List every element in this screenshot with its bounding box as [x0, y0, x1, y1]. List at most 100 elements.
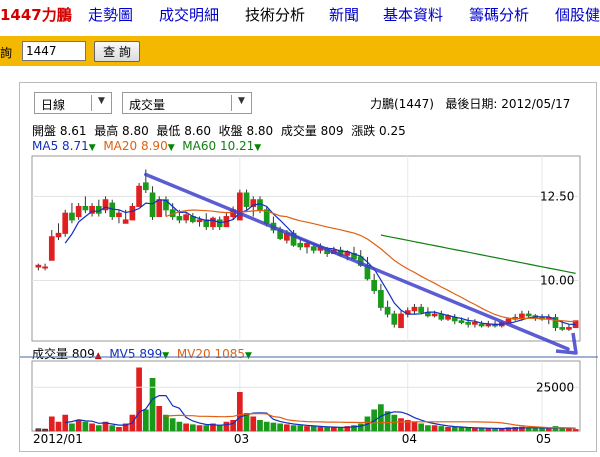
- volume-bar: [324, 427, 330, 432]
- change-value: 0.25: [379, 124, 406, 138]
- price-tick-label: 12.50: [540, 189, 574, 203]
- trend-arrow-head: [555, 332, 578, 355]
- ma5-label: MA5: [32, 139, 59, 153]
- volume-bar: [210, 423, 216, 432]
- candle-body: [250, 199, 257, 207]
- volume-bar: [257, 420, 263, 432]
- candle-body: [116, 212, 122, 218]
- candle-body: [297, 242, 304, 248]
- moving-average-legend: MA5 8.71▼ MA20 8.90▼ MA60 10.21▼: [32, 139, 261, 153]
- low-value: 8.60: [184, 124, 211, 138]
- volume-bar: [512, 427, 519, 432]
- low-label: 最低: [156, 124, 181, 138]
- last-date-label: 最後日期:: [445, 97, 498, 111]
- indicator-select-value: 成交量: [129, 98, 166, 112]
- nav-news[interactable]: 新聞: [329, 6, 360, 24]
- volume-bar: [344, 426, 351, 432]
- indicator-select[interactable]: 成交量 ▼: [122, 92, 252, 114]
- ma20-value: 8.90: [140, 139, 168, 153]
- volume-bar: [472, 427, 478, 432]
- candle-body: [384, 306, 391, 315]
- volume-bar: [142, 409, 149, 432]
- volume-bar: [95, 425, 102, 432]
- close-label: 收盤: [218, 124, 243, 138]
- candle-body: [552, 316, 559, 329]
- candle-body: [102, 199, 109, 211]
- volume-bar: [357, 423, 364, 432]
- volume-bar: [189, 424, 196, 432]
- nav-trend-chart[interactable]: 走勢圖: [88, 6, 134, 24]
- volume-bar: [572, 429, 579, 432]
- x-tick-label: 03: [234, 432, 249, 446]
- select-divider: [91, 95, 92, 111]
- x-tick-label: 05: [536, 432, 551, 446]
- ma5-line: [64, 199, 576, 326]
- volume-bar: [183, 423, 189, 432]
- volume-bar: [284, 424, 290, 432]
- volume-bar: [89, 423, 95, 432]
- candle-body: [82, 205, 89, 211]
- mv5-line: [65, 395, 576, 430]
- stock-code-input[interactable]: [22, 41, 86, 61]
- volume-bar: [445, 427, 451, 432]
- volume-bar: [169, 418, 176, 432]
- trend-arrow-line: [144, 172, 570, 351]
- nav-basic-info[interactable]: 基本資料: [383, 6, 444, 24]
- volume-bar: [136, 367, 142, 432]
- stock-name: 力鵬(1447): [370, 97, 434, 111]
- volume-bar: [310, 426, 317, 432]
- nav-stock-health[interactable]: 個股健: [555, 6, 600, 24]
- candle-body: [176, 216, 183, 221]
- candle-body: [243, 192, 250, 207]
- nav-technical-analysis[interactable]: 技術分析: [245, 6, 306, 24]
- volume-bar: [122, 423, 129, 432]
- candle-body: [505, 318, 512, 324]
- candle-body: [398, 313, 404, 329]
- volume-bar: [391, 414, 398, 432]
- open-value: 8.61: [59, 124, 87, 138]
- candle-body: [472, 322, 478, 325]
- nav-trade-details[interactable]: 成交明細: [159, 6, 220, 24]
- candle-body: [163, 199, 169, 211]
- nav-chip-analysis[interactable]: 籌碼分析: [469, 6, 530, 24]
- close-value: 8.80: [246, 124, 274, 138]
- candle-body: [156, 199, 163, 218]
- volume-plot-frame: [31, 360, 581, 432]
- volume-bar: [116, 427, 122, 432]
- query-button[interactable]: 查 詢: [94, 41, 140, 62]
- volume-bar: [478, 427, 485, 432]
- volume-bar: [431, 425, 438, 432]
- x-tick-label: 04: [402, 432, 417, 446]
- down-triangle-icon: ▼: [245, 351, 252, 361]
- volume-bar: [109, 425, 116, 432]
- volume-bar: [69, 423, 75, 432]
- volume-bar: [485, 428, 492, 432]
- select-divider: [231, 95, 232, 111]
- volume-bar: [519, 426, 525, 432]
- candle-body: [236, 192, 243, 221]
- candle-body: [378, 290, 384, 308]
- volume-bar: [539, 428, 545, 432]
- open-label: 開盤: [32, 124, 57, 138]
- volume-bar: [277, 423, 283, 432]
- volume-bar: [55, 421, 62, 432]
- search-bar: 詢 查 詢: [0, 36, 600, 66]
- candle-body: [183, 214, 189, 221]
- volume-bar: [458, 427, 465, 432]
- high-value: 8.80: [122, 124, 149, 138]
- volume-bar: [230, 420, 236, 432]
- volume-bar: [532, 427, 539, 432]
- volume-bar: [223, 421, 230, 432]
- volume-bar: [176, 421, 183, 432]
- candle-body: [216, 219, 223, 228]
- ma5-value: 8.71: [62, 139, 89, 153]
- period-select[interactable]: 日線 ▼: [34, 92, 112, 114]
- mv20-line: [165, 412, 576, 429]
- down-triangle-icon: ▼: [254, 143, 262, 153]
- x-tick-label: 2012/01: [33, 432, 83, 446]
- ma20-label: MA20: [103, 139, 138, 153]
- ma60-line: [380, 234, 576, 274]
- volume-bar: [398, 418, 404, 432]
- volume-bar: [35, 428, 42, 432]
- volume-bar: [163, 414, 169, 432]
